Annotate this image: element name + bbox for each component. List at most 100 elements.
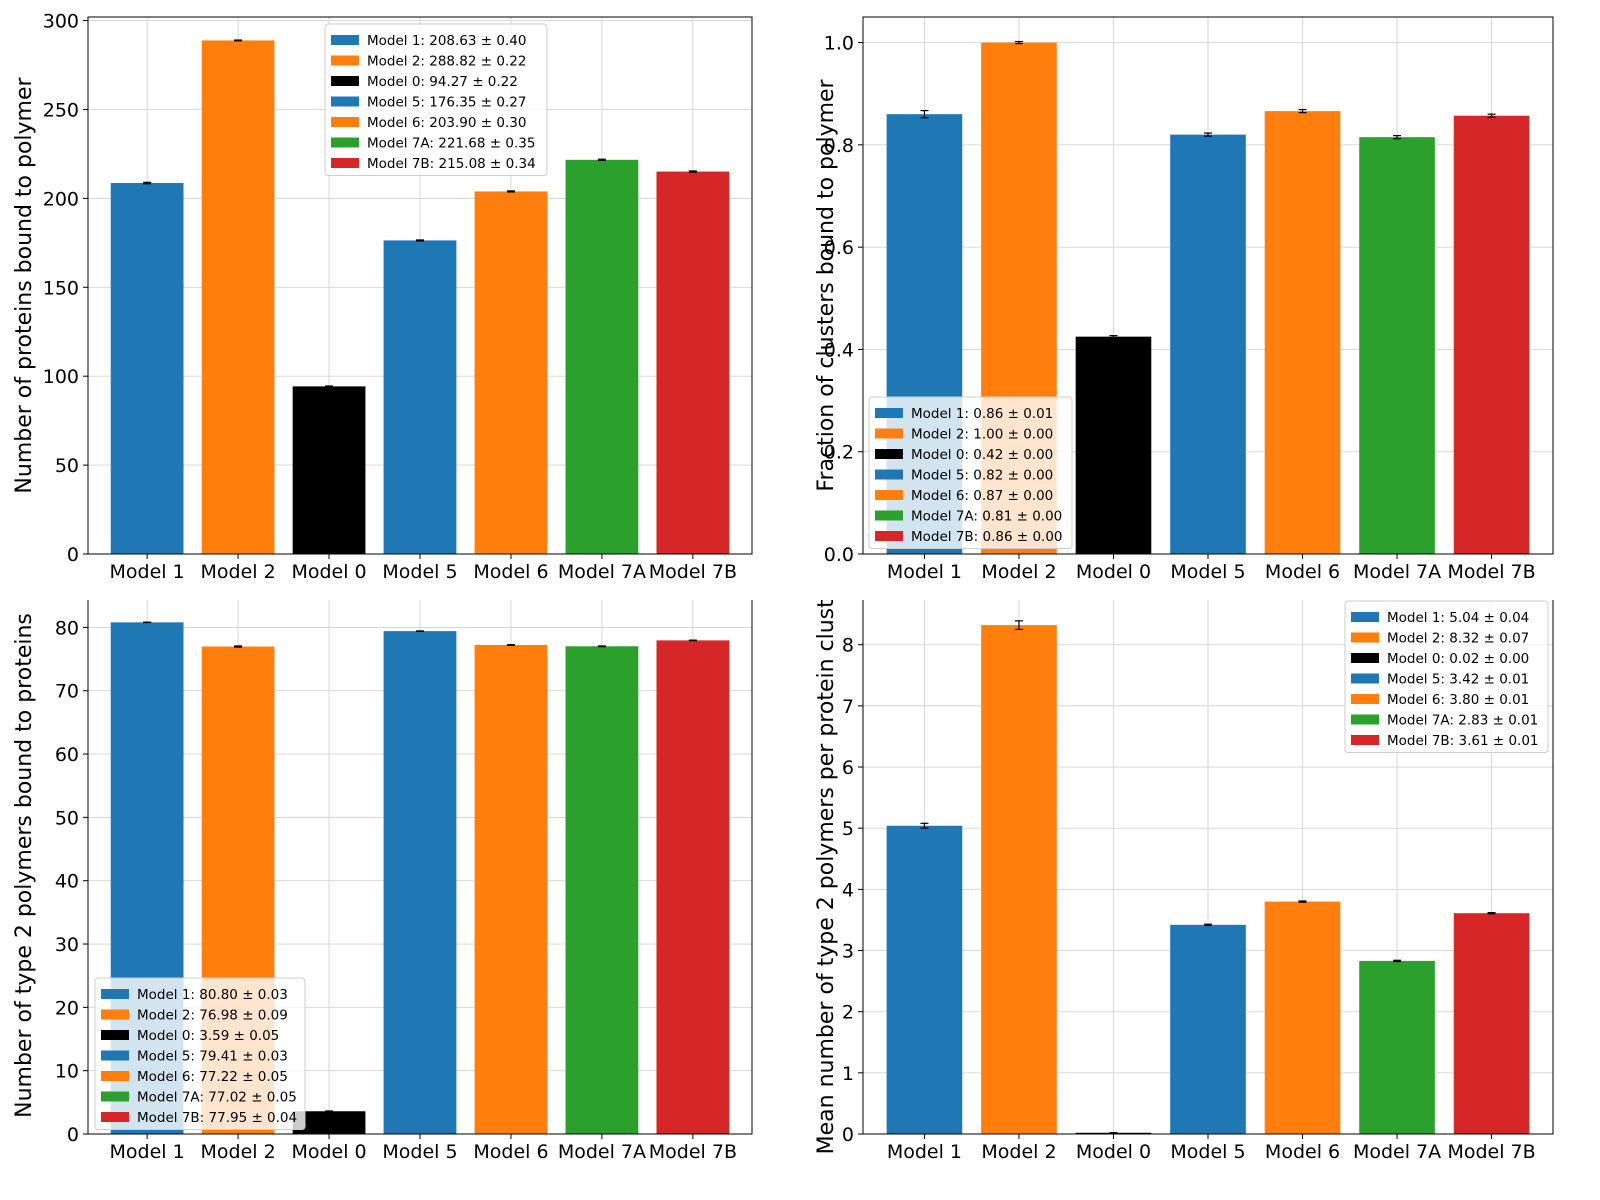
x-axis: Model 1 Model 2 Model 0 Model 5 Model 6 Model… bbox=[887, 554, 1536, 583]
legend-swatch bbox=[331, 137, 359, 148]
legend-entry: Model 6: 3.80 ± 0.01 bbox=[1387, 692, 1529, 708]
y-axis: 0 1 2 3 4 5 6 7 8 bbox=[842, 635, 863, 1146]
y-tick-label: 5 bbox=[842, 818, 854, 840]
bars bbox=[886, 620, 1530, 1134]
y-tick-label: 20 bbox=[55, 997, 79, 1019]
legend-entry: Model 5: 3.42 ± 0.01 bbox=[1387, 672, 1529, 688]
x-tick-label: Model 0 bbox=[291, 561, 366, 583]
legend-swatch bbox=[1351, 694, 1379, 704]
legend-box bbox=[94, 977, 306, 1130]
legend-swatch bbox=[875, 531, 903, 541]
y-tick-label: 1.0 bbox=[824, 33, 854, 55]
x-tick-label: Model 2 bbox=[981, 561, 1056, 583]
y-tick-label: 200 bbox=[43, 188, 79, 210]
y-axis: 0 10 20 30 40 50 60 70 80 bbox=[55, 617, 88, 1146]
x-tick-label: Model 0 bbox=[1076, 1141, 1151, 1163]
y-axis-label: Mean number of type 2 polymers per prote… bbox=[814, 600, 839, 1154]
y-tick-label: 250 bbox=[43, 99, 79, 121]
bars bbox=[110, 39, 730, 555]
bar bbox=[1075, 1132, 1152, 1134]
legend-entry: Model 7B: 3.61 ± 0.01 bbox=[1387, 733, 1539, 749]
y-axis-label: Number of proteins bound to polymer bbox=[12, 76, 37, 493]
x-tick-label: Model 1 bbox=[110, 1141, 185, 1163]
bar bbox=[1075, 336, 1152, 554]
chart-panel-mean-type2: 0 1 2 3 4 5 6 7 8 Model 1 Model 2 Model 0 Model 5 Mod… bbox=[800, 600, 1600, 1200]
legend-entry: Model 7B: 0.86 ± 0.00 bbox=[911, 529, 1063, 545]
legend-swatch bbox=[875, 490, 903, 500]
legend: Model 1: 0.86 ± 0.01 Model 2: 1.00 ± 0.00… bbox=[868, 396, 1073, 549]
x-tick-label: Model 1 bbox=[887, 561, 962, 583]
legend-swatch bbox=[331, 158, 359, 168]
legend-entry: Model 7A: 77.02 ± 0.05 bbox=[137, 1090, 297, 1106]
bar bbox=[565, 159, 639, 554]
bar bbox=[474, 645, 548, 1134]
legend-entry: Model 6: 77.22 ± 0.05 bbox=[137, 1069, 288, 1085]
legend-entry: Model 2: 8.32 ± 0.07 bbox=[1387, 631, 1529, 647]
x-tick-label: Model 5 bbox=[1170, 1141, 1245, 1163]
legend-box bbox=[868, 396, 1073, 549]
y-tick-label: 0.0 bbox=[824, 544, 854, 566]
legend-entry: Model 2: 288.82 ± 0.22 bbox=[367, 54, 526, 70]
y-tick-label: 50 bbox=[55, 807, 79, 829]
bar bbox=[656, 171, 730, 554]
bar bbox=[981, 625, 1057, 1134]
legend-entry: Model 7A: 2.83 ± 0.01 bbox=[1387, 713, 1538, 729]
legend-swatch bbox=[1351, 632, 1379, 643]
legend-box bbox=[324, 23, 548, 176]
y-tick-label: 3 bbox=[842, 941, 854, 963]
legend-entry: Model 0: 0.42 ± 0.00 bbox=[911, 447, 1053, 463]
legend-swatch bbox=[101, 1050, 129, 1061]
x-tick-label: Model 7A bbox=[558, 1141, 646, 1163]
x-tick-label: Model 5 bbox=[382, 561, 457, 583]
x-tick-label: Model 0 bbox=[291, 1141, 366, 1163]
legend-box bbox=[1344, 600, 1549, 753]
y-tick-label: 1 bbox=[842, 1063, 854, 1085]
y-tick-label: 0.6 bbox=[824, 237, 854, 259]
y-tick-label: 10 bbox=[55, 1061, 79, 1083]
y-tick-label: 0.8 bbox=[824, 135, 854, 157]
x-tick-label: Model 6 bbox=[473, 561, 548, 583]
x-tick-label: Model 6 bbox=[1265, 561, 1340, 583]
legend-swatch bbox=[875, 469, 903, 480]
x-tick-label: Model 7B bbox=[649, 1141, 737, 1163]
y-tick-label: 300 bbox=[43, 11, 79, 33]
y-tick-label: 0 bbox=[67, 544, 79, 566]
legend-entry: Model 2: 76.98 ± 0.09 bbox=[137, 1008, 288, 1024]
bar bbox=[201, 40, 275, 554]
bar bbox=[1359, 137, 1435, 554]
x-tick-label: Model 7A bbox=[1353, 561, 1441, 583]
legend: Model 1: 5.04 ± 0.04 Model 2: 8.32 ± 0.07… bbox=[1344, 600, 1549, 753]
legend-swatch bbox=[101, 1030, 129, 1040]
bar bbox=[383, 240, 457, 554]
legend-swatch bbox=[1351, 612, 1379, 622]
legend-entry: Model 0: 94.27 ± 0.22 bbox=[367, 74, 518, 90]
y-tick-label: 6 bbox=[842, 757, 854, 779]
bar bbox=[1170, 924, 1246, 1134]
legend-swatch bbox=[101, 989, 129, 999]
y-tick-label: 60 bbox=[55, 744, 79, 766]
legend-swatch bbox=[101, 1112, 129, 1122]
legend-swatch bbox=[101, 1071, 129, 1081]
bar bbox=[1453, 913, 1530, 1134]
legend-entry: Model 1: 208.63 ± 0.40 bbox=[367, 33, 526, 49]
x-tick-label: Model 2 bbox=[981, 1141, 1056, 1163]
bar bbox=[383, 631, 457, 1134]
legend-swatch bbox=[1351, 673, 1379, 684]
x-tick-label: Model 6 bbox=[1265, 1141, 1340, 1163]
y-tick-label: 30 bbox=[55, 934, 79, 956]
x-tick-label: Model 7B bbox=[649, 561, 737, 583]
x-tick-label: Model 1 bbox=[110, 561, 185, 583]
y-tick-label: 150 bbox=[43, 277, 79, 299]
legend-swatch bbox=[331, 35, 359, 45]
legend-entry: Model 1: 0.86 ± 0.01 bbox=[911, 406, 1053, 422]
y-tick-label: 40 bbox=[55, 871, 79, 893]
legend-swatch bbox=[875, 428, 903, 439]
y-tick-label: 8 bbox=[842, 635, 854, 657]
y-tick-label: 0.2 bbox=[824, 442, 854, 464]
x-axis: Model 1 Model 2 Model 0 Model 5 Model 6 Model… bbox=[110, 1134, 737, 1163]
